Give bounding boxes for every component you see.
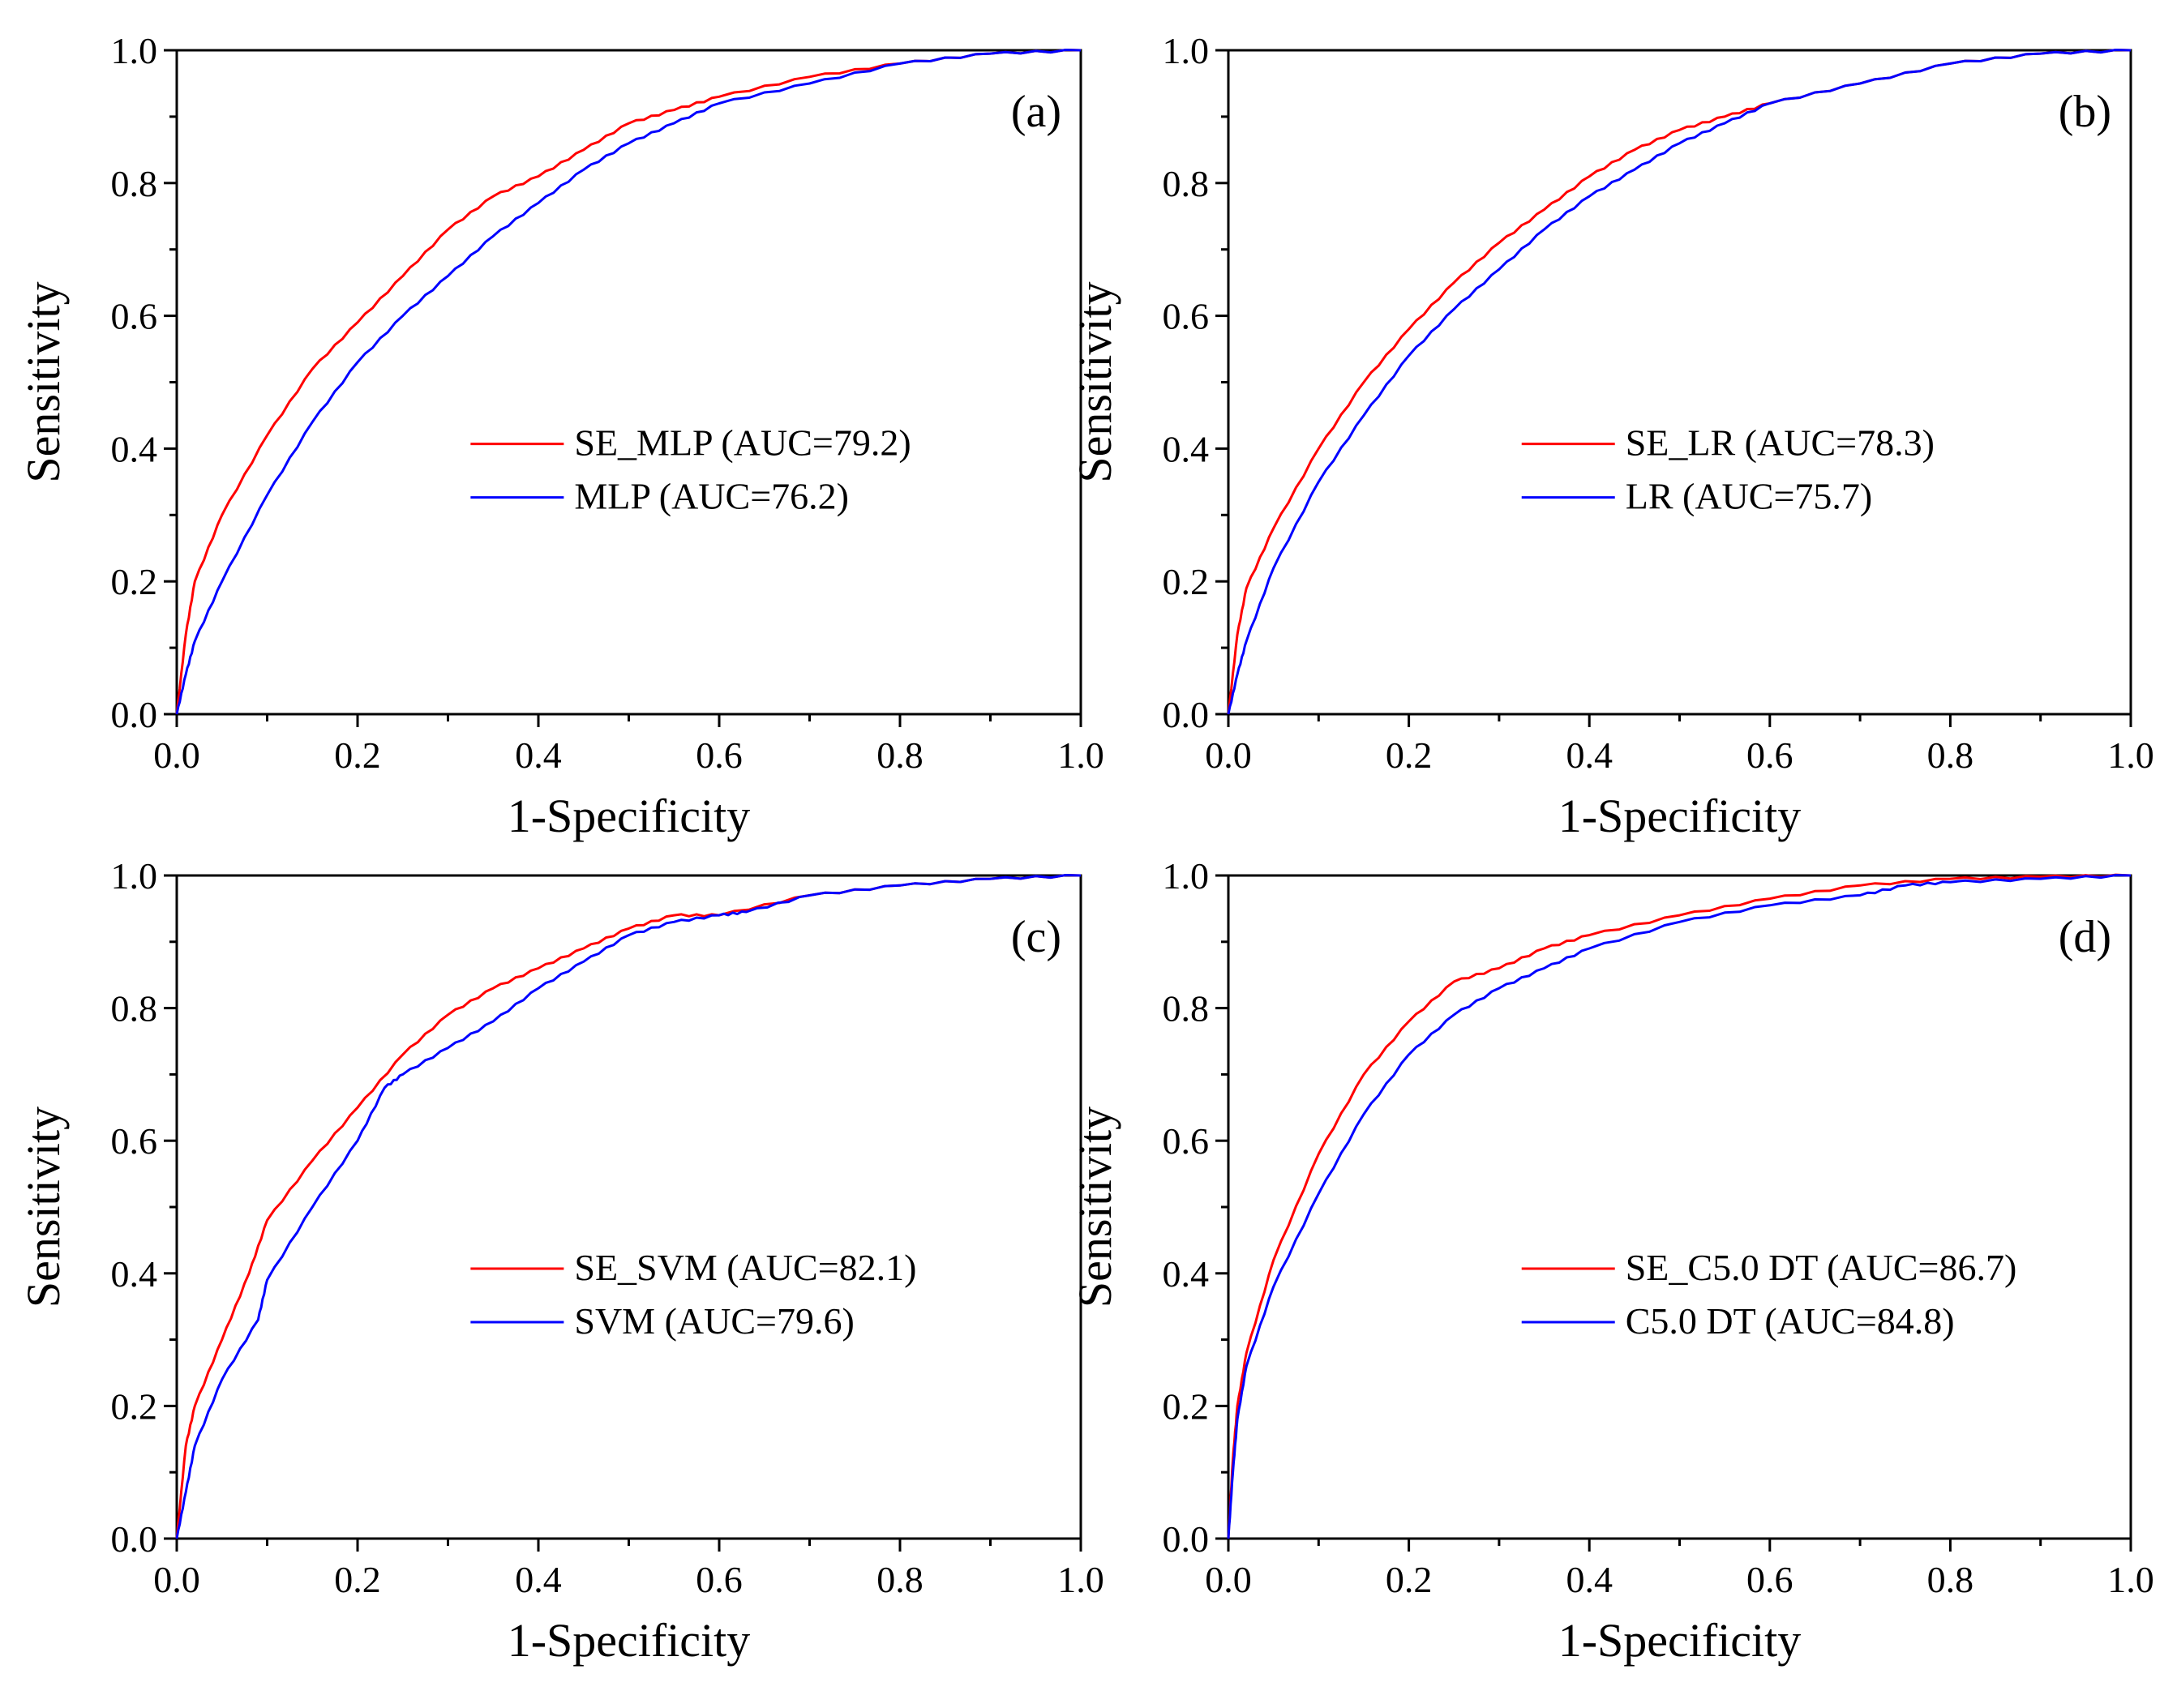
y-axis-title: Sensitivity bbox=[1069, 1107, 1121, 1308]
y-tick-label: 0.8 bbox=[1163, 163, 1210, 204]
panel-b: 0.0 0.2 0.4 0.6 0.8 1.0 0.0 0.2 0.4 0.6 0.8 1.0 1-Sp… bbox=[1069, 30, 2154, 842]
y-tick-label: 0.0 bbox=[111, 1518, 158, 1560]
legend-entry: SE_MLP (AUC=79.2) bbox=[574, 422, 911, 464]
y-axis-title: Sensitivity bbox=[17, 281, 70, 482]
x-tick-label: 0.0 bbox=[1205, 734, 1252, 776]
roc-curve-base-model bbox=[175, 49, 1082, 715]
y-tick-label: 0.2 bbox=[1163, 561, 1210, 602]
y-tick-label: 0.4 bbox=[1163, 428, 1210, 469]
roc-curve-se-model bbox=[1227, 873, 2132, 1539]
roc-curve-se-model bbox=[175, 49, 1082, 715]
y-tick-label: 1.0 bbox=[111, 855, 158, 897]
y-tick-label: 0.2 bbox=[111, 561, 158, 602]
roc-curve-se-model bbox=[175, 874, 1082, 1539]
roc-curve-base-model bbox=[1227, 874, 2132, 1539]
x-axis-title: 1-Specificity bbox=[508, 790, 751, 842]
y-tick-label: 0.6 bbox=[111, 296, 158, 337]
y-tick-label: 0.0 bbox=[1163, 694, 1210, 735]
x-tick-label: 0.8 bbox=[1927, 734, 1974, 776]
roc-curve-base-model bbox=[1227, 49, 2132, 715]
x-tick-label: 1.0 bbox=[1057, 1559, 1104, 1600]
x-tick-label: 0.8 bbox=[876, 1559, 924, 1600]
panel-tag: (c) bbox=[1011, 912, 1061, 962]
y-tick-label: 0.8 bbox=[111, 988, 158, 1030]
panel-a: 0.0 0.2 0.4 0.6 0.8 1.0 0.0 0.2 0.4 0.6 0.8 1.0 1-Sp… bbox=[17, 30, 1104, 842]
y-tick-label: 0.2 bbox=[1163, 1385, 1210, 1427]
x-tick-label: 0.4 bbox=[515, 1559, 562, 1600]
x-tick-label: 0.2 bbox=[1386, 1559, 1433, 1600]
y-tick-label: 0.4 bbox=[111, 428, 158, 469]
y-tick-label: 0.8 bbox=[111, 163, 158, 204]
y-tick-label: 0.6 bbox=[1163, 296, 1210, 337]
x-tick-label: 1.0 bbox=[2107, 734, 2154, 776]
x-tick-label: 0.2 bbox=[1386, 734, 1433, 776]
roc-curve-se-model bbox=[1227, 49, 2132, 715]
x-tick-label: 0.6 bbox=[1746, 1559, 1793, 1600]
x-tick-label: 0.2 bbox=[334, 734, 381, 776]
panel-tag: (a) bbox=[1011, 87, 1061, 137]
plot-frame bbox=[1227, 874, 2132, 1540]
y-tick-label: 0.6 bbox=[111, 1120, 158, 1162]
legend-entry: SVM (AUC=79.6) bbox=[574, 1300, 854, 1342]
x-tick-label: 0.4 bbox=[515, 734, 562, 776]
roc-curve-base-model bbox=[175, 874, 1082, 1539]
x-tick-label: 0.8 bbox=[876, 734, 924, 776]
y-tick-label: 0.2 bbox=[111, 1385, 158, 1427]
y-tick-label: 0.0 bbox=[111, 694, 158, 735]
x-axis-title: 1-Specificity bbox=[1558, 790, 1802, 842]
y-tick-label: 1.0 bbox=[1163, 855, 1210, 897]
panel-tag: (d) bbox=[2059, 912, 2111, 962]
panel-c: 0.0 0.2 0.4 0.6 0.8 1.0 0.0 0.2 0.4 0.6 0.8 1.0 1-Sp… bbox=[17, 855, 1104, 1667]
x-tick-label: 0.6 bbox=[696, 1559, 743, 1600]
x-tick-label: 0.2 bbox=[334, 1559, 381, 1600]
legend-entry: LR (AUC=75.7) bbox=[1626, 476, 1872, 517]
y-tick-label: 1.0 bbox=[1163, 30, 1210, 71]
y-tick-label: 1.0 bbox=[111, 30, 158, 71]
y-tick-label: 0.4 bbox=[111, 1253, 158, 1295]
y-tick-label: 0.6 bbox=[1163, 1120, 1210, 1162]
panel-tag: (b) bbox=[2059, 87, 2111, 137]
x-tick-label: 0.8 bbox=[1927, 1559, 1974, 1600]
x-tick-label: 1.0 bbox=[1057, 734, 1104, 776]
x-tick-label: 0.0 bbox=[153, 734, 200, 776]
legend-entry: SE_LR (AUC=78.3) bbox=[1626, 422, 1935, 464]
legend-entry: MLP (AUC=76.2) bbox=[574, 476, 849, 517]
x-tick-label: 1.0 bbox=[2107, 1559, 2154, 1600]
legend-entry: C5.0 DT (AUC=84.8) bbox=[1626, 1300, 1955, 1342]
x-axis-title: 1-Specificity bbox=[1558, 1614, 1802, 1667]
legend-entry: SE_C5.0 DT (AUC=86.7) bbox=[1626, 1247, 2017, 1288]
x-tick-label: 0.4 bbox=[1566, 1559, 1613, 1600]
y-tick-label: 0.8 bbox=[1163, 988, 1210, 1030]
plot-frame bbox=[175, 49, 1082, 716]
y-tick-label: 0.4 bbox=[1163, 1253, 1210, 1295]
x-tick-label: 0.0 bbox=[153, 1559, 200, 1600]
y-axis-title: Sensitivity bbox=[1069, 281, 1121, 482]
x-tick-label: 0.6 bbox=[696, 734, 743, 776]
legend-entry: SE_SVM (AUC=82.1) bbox=[574, 1247, 916, 1288]
x-tick-label: 0.4 bbox=[1566, 734, 1613, 776]
x-tick-label: 0.6 bbox=[1746, 734, 1793, 776]
y-tick-label: 0.0 bbox=[1163, 1518, 1210, 1560]
panel-d: 0.0 0.2 0.4 0.6 0.8 1.0 0.0 0.2 0.4 0.6 0.8 1.0 1-Sp… bbox=[1069, 855, 2154, 1667]
x-tick-label: 0.0 bbox=[1205, 1559, 1252, 1600]
y-axis-title: Sensitivity bbox=[17, 1107, 70, 1308]
x-axis-title: 1-Specificity bbox=[508, 1614, 751, 1667]
